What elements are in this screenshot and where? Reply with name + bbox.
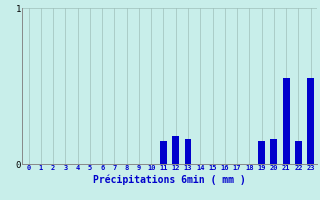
X-axis label: Précipitations 6min ( mm ): Précipitations 6min ( mm ) (93, 174, 246, 185)
Bar (160, 141, 167, 164)
Bar (258, 141, 265, 164)
Bar (270, 139, 277, 164)
Bar (307, 78, 314, 164)
Bar (295, 141, 302, 164)
Bar (283, 78, 290, 164)
Bar (172, 136, 179, 164)
Bar (185, 139, 191, 164)
